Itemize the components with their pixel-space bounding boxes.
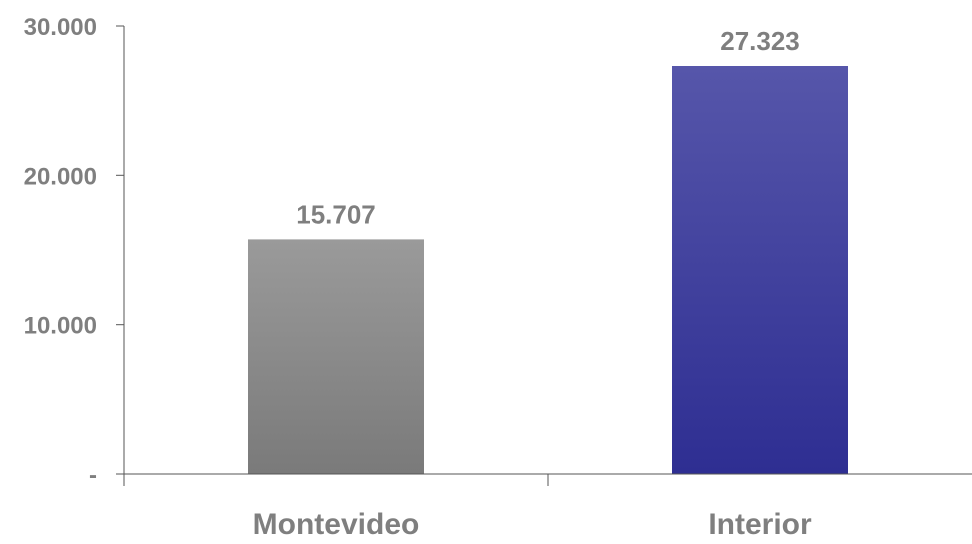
data-label-montevideo: 15.707 bbox=[296, 199, 376, 229]
x-tick-label-montevideo: Montevideo bbox=[253, 508, 420, 539]
bar-montevideo bbox=[248, 239, 424, 474]
x-tick-label-interior: Interior bbox=[708, 508, 812, 539]
data-label-interior: 27.323 bbox=[720, 26, 800, 56]
y-tick-label: 10.000 bbox=[24, 313, 97, 340]
bar-interior bbox=[672, 66, 848, 474]
y-tick-label: 30.000 bbox=[24, 14, 97, 41]
y-tick-label: 20.000 bbox=[24, 163, 97, 190]
y-tick-label: - bbox=[89, 462, 97, 489]
